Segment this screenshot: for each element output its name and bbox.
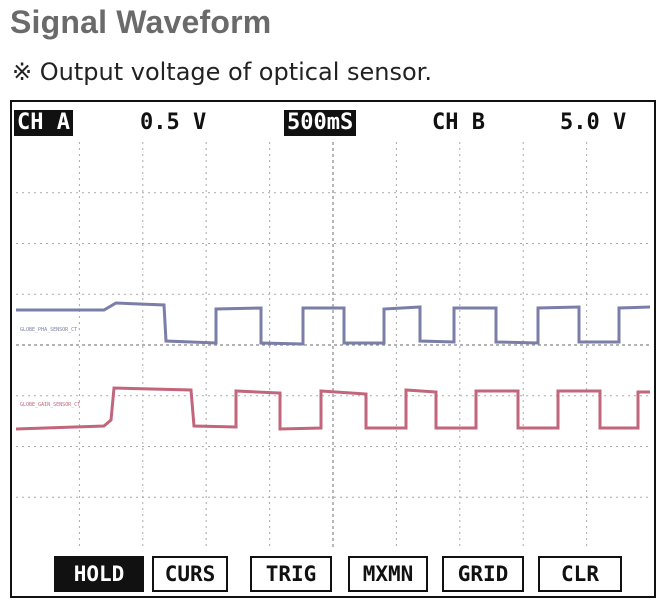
scope-button-bar: HOLD CURS TRIG MXMN GRID CLR xyxy=(12,552,654,596)
cursor-button[interactable]: CURS xyxy=(152,556,228,592)
waveform-plot: GLOBE_PHA_SENSOR_CT GLOBE_GAIN_SENSOR_CT xyxy=(16,142,650,548)
page-title: Signal Waveform xyxy=(10,4,272,40)
scope-status-bar: CH A 0.5 V 500mS CH B 5.0 V xyxy=(12,102,654,142)
trace-channel-b xyxy=(16,386,650,431)
channel-b-label: CH B xyxy=(432,110,485,135)
grid-button[interactable]: GRID xyxy=(442,556,524,592)
channel-a-scale: 0.5 V xyxy=(140,110,207,135)
plot-grid xyxy=(16,142,650,548)
hold-button[interactable]: HOLD xyxy=(54,556,144,592)
trace-a-tag: GLOBE_PHA_SENSOR_CT xyxy=(20,327,77,333)
trigger-button[interactable]: TRIG xyxy=(250,556,332,592)
oscilloscope-screen: CH A 0.5 V 500mS CH B 5.0 V GLOBE_PHA_SE… xyxy=(10,100,656,598)
channel-b-scale: 5.0 V xyxy=(560,110,627,135)
clear-button[interactable]: CLR xyxy=(538,556,622,592)
channel-a-label[interactable]: CH A xyxy=(14,110,73,136)
timebase-value[interactable]: 500mS xyxy=(284,110,357,136)
trace-channel-a xyxy=(16,301,650,346)
max-min-button[interactable]: MXMN xyxy=(348,556,428,592)
page-subtitle: ※ Output voltage of optical sensor. xyxy=(12,58,432,86)
trace-b-tag: GLOBE_GAIN_SENSOR_CT xyxy=(20,402,80,408)
